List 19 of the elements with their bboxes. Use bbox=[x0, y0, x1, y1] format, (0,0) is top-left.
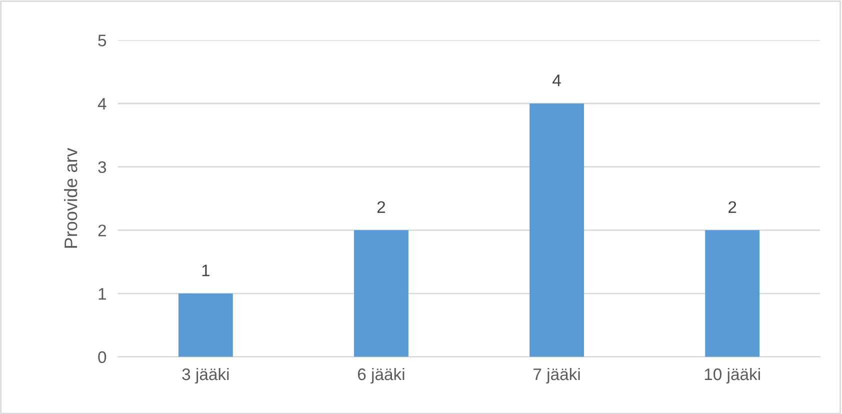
y-tick-label: 1 bbox=[98, 288, 106, 300]
data-label: 2 bbox=[728, 201, 736, 213]
y-tick-label: 0 bbox=[98, 351, 106, 364]
data-label: 4 bbox=[552, 74, 561, 86]
x-tick-label: 10 jääki bbox=[704, 368, 760, 384]
y-tick-label: 3 bbox=[98, 161, 106, 174]
y-axis-title: Proovide arv bbox=[64, 148, 78, 248]
y-tick-label: 5 bbox=[98, 34, 106, 46]
x-tick-label: 7 jääki bbox=[534, 368, 580, 384]
x-tick-label: 6 jääki bbox=[358, 368, 404, 384]
bar bbox=[354, 230, 408, 357]
y-tick-label: 2 bbox=[98, 224, 106, 236]
bar bbox=[705, 230, 760, 357]
bar bbox=[530, 104, 584, 357]
y-tick-label: 4 bbox=[98, 98, 106, 110]
bar bbox=[178, 294, 233, 357]
data-label: 1 bbox=[202, 264, 210, 276]
data-label: 2 bbox=[377, 201, 386, 213]
x-tick-label: 3 jääki bbox=[182, 368, 229, 384]
